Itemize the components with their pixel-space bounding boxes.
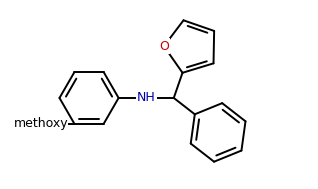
Text: O: O [159, 40, 169, 53]
Text: methoxy: methoxy [13, 117, 68, 130]
Text: NH: NH [137, 91, 156, 105]
Text: O: O [58, 117, 67, 130]
